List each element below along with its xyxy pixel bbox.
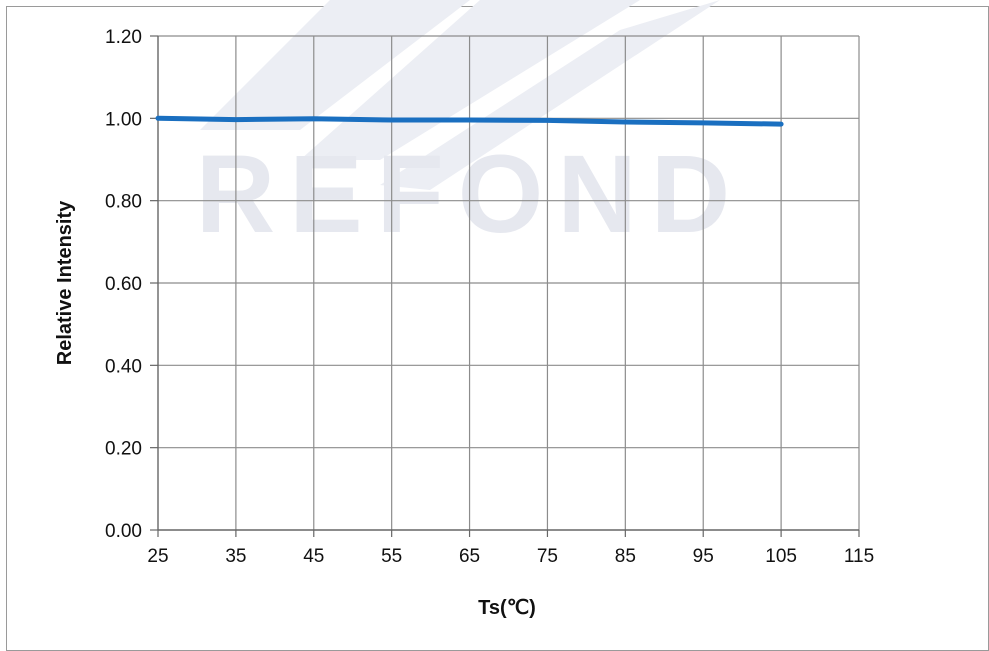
watermark-stripe xyxy=(200,0,470,130)
x-tick-label: 105 xyxy=(765,546,797,567)
watermark-stripe xyxy=(380,0,720,190)
y-tick-label: 0.40 xyxy=(105,356,142,377)
y-tick-label: 1.00 xyxy=(105,109,142,130)
series-line xyxy=(155,115,784,127)
x-tick-label: 25 xyxy=(147,546,168,567)
x-tick-label: 35 xyxy=(225,546,246,567)
x-tick-label: 55 xyxy=(381,546,402,567)
series xyxy=(155,115,784,127)
y-tick-labels: 0.00 0.20 0.40 0.60 0.80 1.00 1.20 xyxy=(105,27,142,542)
x-tick-label: 65 xyxy=(459,546,480,567)
x-tick-label: 95 xyxy=(693,546,714,567)
x-axis-title: Ts(℃) xyxy=(478,597,536,619)
axes xyxy=(150,35,860,537)
x-tick-labels: 25 35 45 55 65 75 85 95 105 115 xyxy=(147,546,874,567)
y-tick-label: 0.00 xyxy=(105,521,142,542)
y-tick-label: 0.20 xyxy=(105,439,142,460)
watermark-text: REFOND xyxy=(196,133,744,256)
y-tick-label: 0.60 xyxy=(105,274,142,295)
x-tick-label: 45 xyxy=(303,546,324,567)
x-tick-label: 75 xyxy=(537,546,558,567)
x-tick-label: 85 xyxy=(615,546,636,567)
y-tick-label: 1.20 xyxy=(105,27,142,48)
x-tick-label: 115 xyxy=(844,546,874,567)
y-axis-title: Relative Intensity xyxy=(54,200,76,365)
y-tick-label: 0.80 xyxy=(105,192,142,213)
